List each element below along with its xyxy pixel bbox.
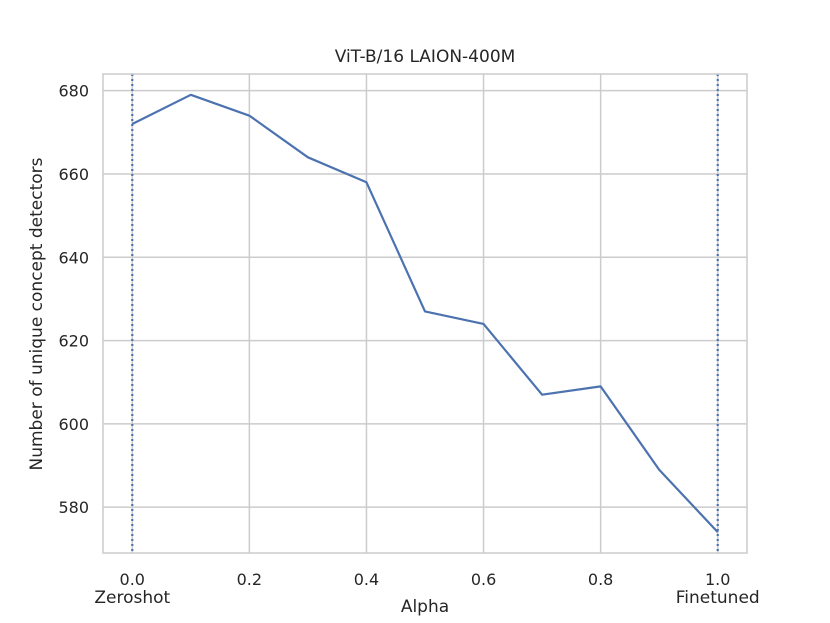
y-tick-label: 680 [58, 82, 89, 101]
y-tick-label: 600 [58, 415, 89, 434]
y-tick-label: 580 [58, 498, 89, 517]
x-tick-labels: 0.0 0.2 0.4 0.6 0.8 1.0 [120, 570, 731, 589]
x-tick-label: 0.0 [120, 570, 145, 589]
series-layer [131, 93, 719, 533]
marker-labels: Zeroshot Finetuned [94, 588, 759, 608]
x-tick-label: 0.8 [588, 570, 613, 589]
x-tick-label: 1.0 [705, 570, 730, 589]
series-line-0 [131, 93, 719, 533]
vertical-markers [131, 74, 719, 553]
y-tick-label: 640 [58, 248, 89, 267]
y-tick-label: 660 [58, 165, 89, 184]
y-axis-title: Number of unique concept detectors [27, 157, 47, 470]
chart-title: ViT-B/16 LAION-400M [335, 47, 516, 67]
x-axis-title: Alpha [401, 597, 449, 617]
grid-lines [103, 74, 747, 553]
marker-label-zeroshot: Zeroshot [94, 588, 170, 608]
y-tick-label: 620 [58, 332, 89, 351]
marker-label-finetuned: Finetuned [676, 588, 760, 608]
x-tick-label: 0.2 [237, 570, 262, 589]
x-tick-label: 0.4 [354, 570, 379, 589]
plot-frame [102, 73, 748, 554]
x-tick-label: 0.6 [471, 570, 496, 589]
y-tick-labels: 580 600 620 640 660 680 [58, 82, 89, 518]
